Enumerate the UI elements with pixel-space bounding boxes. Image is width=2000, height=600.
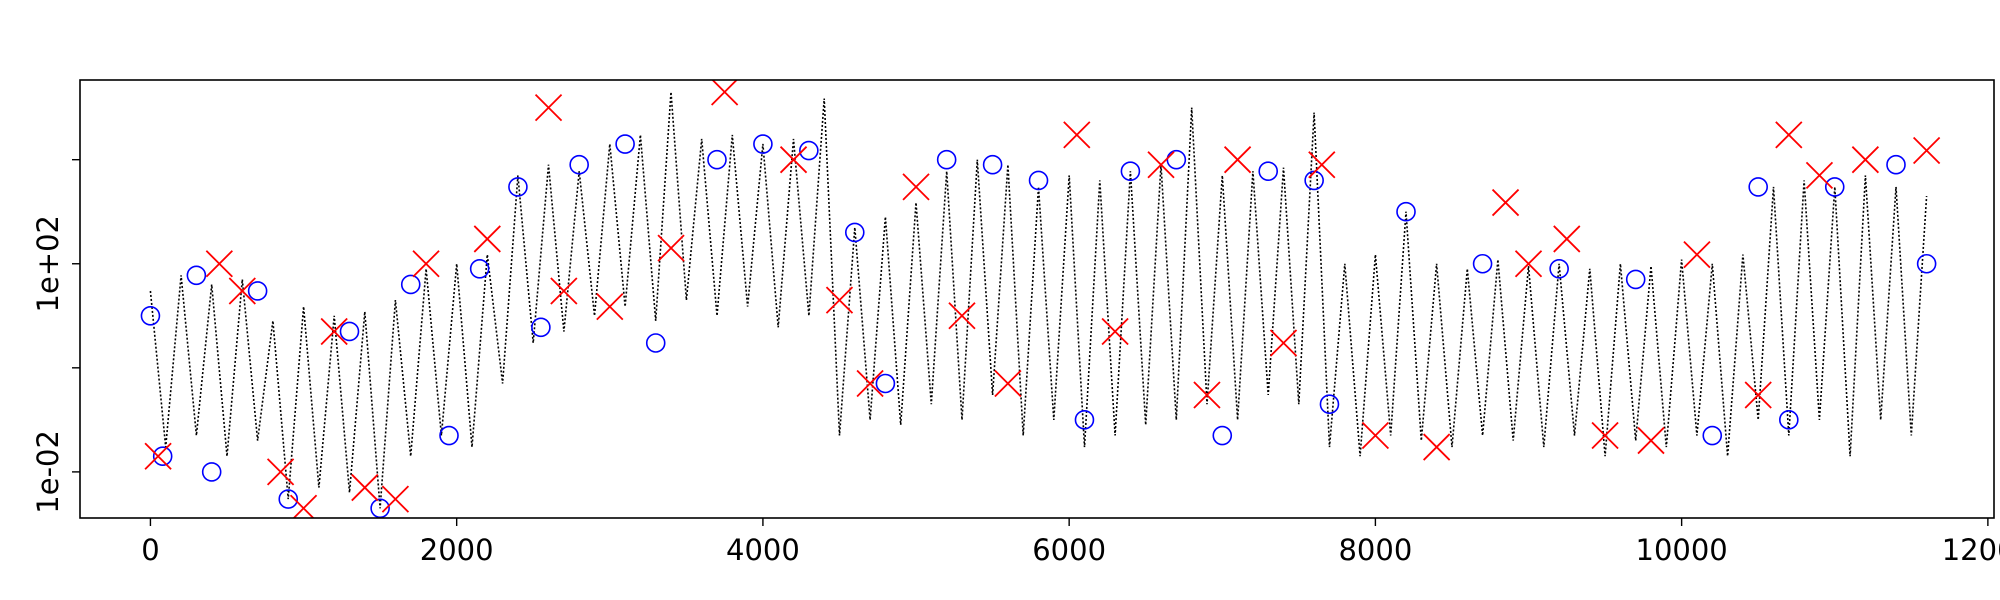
circle-marker: [1916, 253, 1937, 274]
x-tick-label: 8000: [1338, 533, 1412, 567]
circle-marker: [508, 177, 528, 197]
circle-marker: [531, 317, 551, 338]
circle-marker: [1212, 425, 1233, 446]
x-marker: [550, 277, 578, 305]
x-marker: [351, 473, 379, 502]
circle-marker: [1748, 177, 1768, 197]
x-marker: [1591, 421, 1619, 450]
y-tick-label: 1e+02: [31, 215, 65, 313]
x-marker: [1912, 136, 1941, 165]
circle-marker: [1625, 269, 1646, 290]
x-marker: [779, 146, 808, 174]
circle-marker: [982, 154, 1003, 175]
x-marker: [381, 485, 410, 513]
x-tick-label: 4000: [726, 533, 800, 567]
circle-marker: [469, 259, 490, 279]
circle-marker: [753, 134, 773, 154]
x-marker: [1063, 121, 1091, 149]
x-marker: [1851, 146, 1880, 174]
x-marker: [1637, 426, 1665, 455]
x-marker: [228, 277, 256, 305]
x-marker: [1514, 250, 1543, 278]
x-tick-label: 6000: [1032, 533, 1106, 567]
x-marker: [1308, 151, 1336, 179]
x-marker: [902, 173, 930, 201]
data-layer: [140, 80, 1941, 518]
x-marker: [1269, 329, 1298, 357]
x-tick-label: 10000: [1636, 533, 1728, 567]
circle-marker: [1074, 410, 1095, 430]
x-marker: [1553, 225, 1581, 253]
x-marker: [825, 286, 854, 314]
circle-marker: [875, 373, 896, 394]
y-tick-label: 1e-02: [31, 430, 65, 514]
circle-marker: [1779, 410, 1799, 430]
circle-marker: [1120, 161, 1141, 182]
circle-marker: [1028, 170, 1049, 191]
circle-marker: [1886, 154, 1906, 175]
x-marker: [856, 369, 884, 398]
x-marker: [412, 250, 440, 278]
x-tick-label: 2000: [420, 533, 494, 567]
x-marker: [596, 292, 624, 321]
x-marker: [1147, 151, 1175, 179]
x-tick-label: 0: [141, 533, 159, 567]
x-marker: [1223, 146, 1252, 174]
circle-marker: [1396, 201, 1416, 222]
circle-marker: [707, 149, 727, 170]
circle-marker: [186, 265, 207, 286]
x-marker: [1805, 161, 1834, 189]
circle-marker: [1549, 259, 1569, 279]
circle-marker: [645, 333, 666, 353]
x-marker: [1101, 317, 1129, 346]
x-marker: [994, 369, 1022, 398]
circle-marker: [936, 149, 957, 170]
plot-frame: [79, 79, 1995, 519]
x-marker: [1423, 433, 1451, 461]
x-marker: [948, 302, 976, 330]
circle-marker: [1304, 170, 1324, 191]
circle-marker: [152, 446, 173, 467]
x-marker: [289, 494, 318, 518]
circle-marker: [1702, 425, 1723, 446]
x-marker: [534, 94, 563, 122]
circle-marker: [1472, 253, 1493, 274]
circle-marker: [247, 281, 268, 301]
x-marker: [266, 458, 295, 486]
circle-marker: [400, 274, 421, 295]
x-marker: [1683, 240, 1711, 269]
circle-marker: [799, 140, 819, 161]
circle-marker: [140, 305, 161, 326]
circle-marker: [569, 154, 589, 175]
x-marker: [205, 250, 233, 278]
circle-marker: [1258, 161, 1279, 182]
circle-marker: [278, 489, 299, 509]
x-marker: [1744, 381, 1772, 409]
x-marker: [144, 442, 172, 470]
circle-marker: [439, 425, 459, 446]
circle-marker: [1824, 177, 1845, 197]
x-marker: [1775, 121, 1803, 149]
circle-marker: [1166, 149, 1187, 170]
circle-marker: [1319, 394, 1340, 414]
x-marker: [710, 80, 739, 106]
series-line: [149, 91, 1928, 509]
circle-marker: [339, 321, 360, 342]
x-marker: [1491, 188, 1520, 217]
x-marker: [657, 234, 685, 262]
circle-marker: [844, 222, 865, 243]
x-marker: [320, 317, 348, 346]
x-marker: [1193, 381, 1221, 409]
x-marker: [473, 225, 501, 253]
x-tick-label: 12000: [1942, 533, 2000, 567]
circle-marker: [201, 462, 222, 482]
x-marker: [1361, 421, 1390, 450]
circle-marker: [615, 134, 635, 154]
